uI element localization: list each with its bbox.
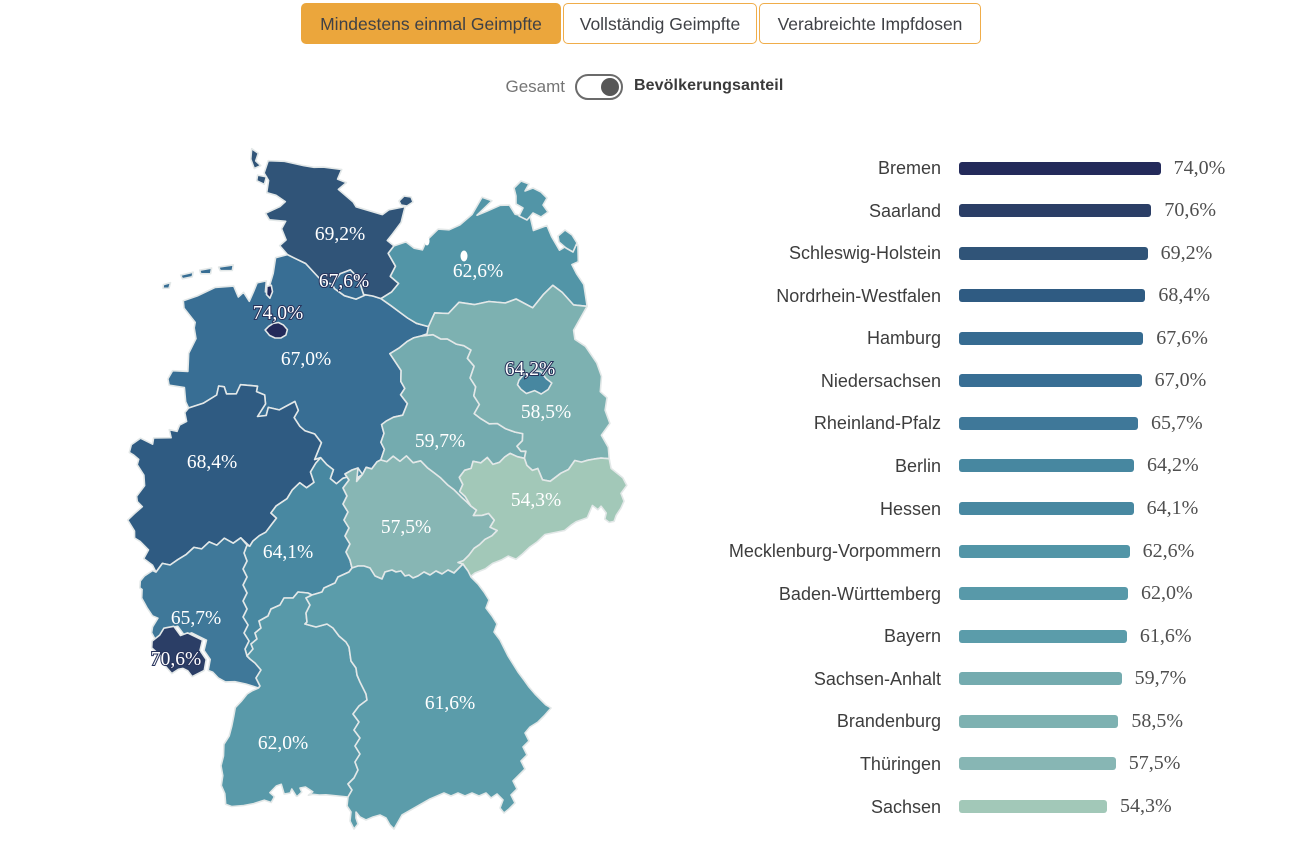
svg-text:64,2%: 64,2%	[505, 359, 555, 380]
svg-text:70,6%: 70,6%	[151, 649, 201, 670]
svg-text:67,6%: 67,6%	[319, 271, 369, 292]
svg-text:74,0%: 74,0%	[253, 303, 303, 324]
svg-text:61,6%: 61,6%	[425, 693, 475, 714]
svg-text:64,1%: 64,1%	[263, 542, 313, 563]
svg-text:69,2%: 69,2%	[315, 224, 365, 245]
svg-text:67,0%: 67,0%	[281, 349, 331, 370]
svg-text:65,7%: 65,7%	[171, 608, 221, 629]
svg-text:57,5%: 57,5%	[381, 517, 431, 538]
svg-text:62,6%: 62,6%	[453, 261, 503, 282]
svg-text:68,4%: 68,4%	[187, 452, 237, 473]
svg-text:58,5%: 58,5%	[521, 402, 571, 423]
svg-text:54,3%: 54,3%	[511, 490, 561, 511]
svg-text:62,0%: 62,0%	[258, 733, 308, 754]
svg-text:59,7%: 59,7%	[415, 431, 465, 452]
